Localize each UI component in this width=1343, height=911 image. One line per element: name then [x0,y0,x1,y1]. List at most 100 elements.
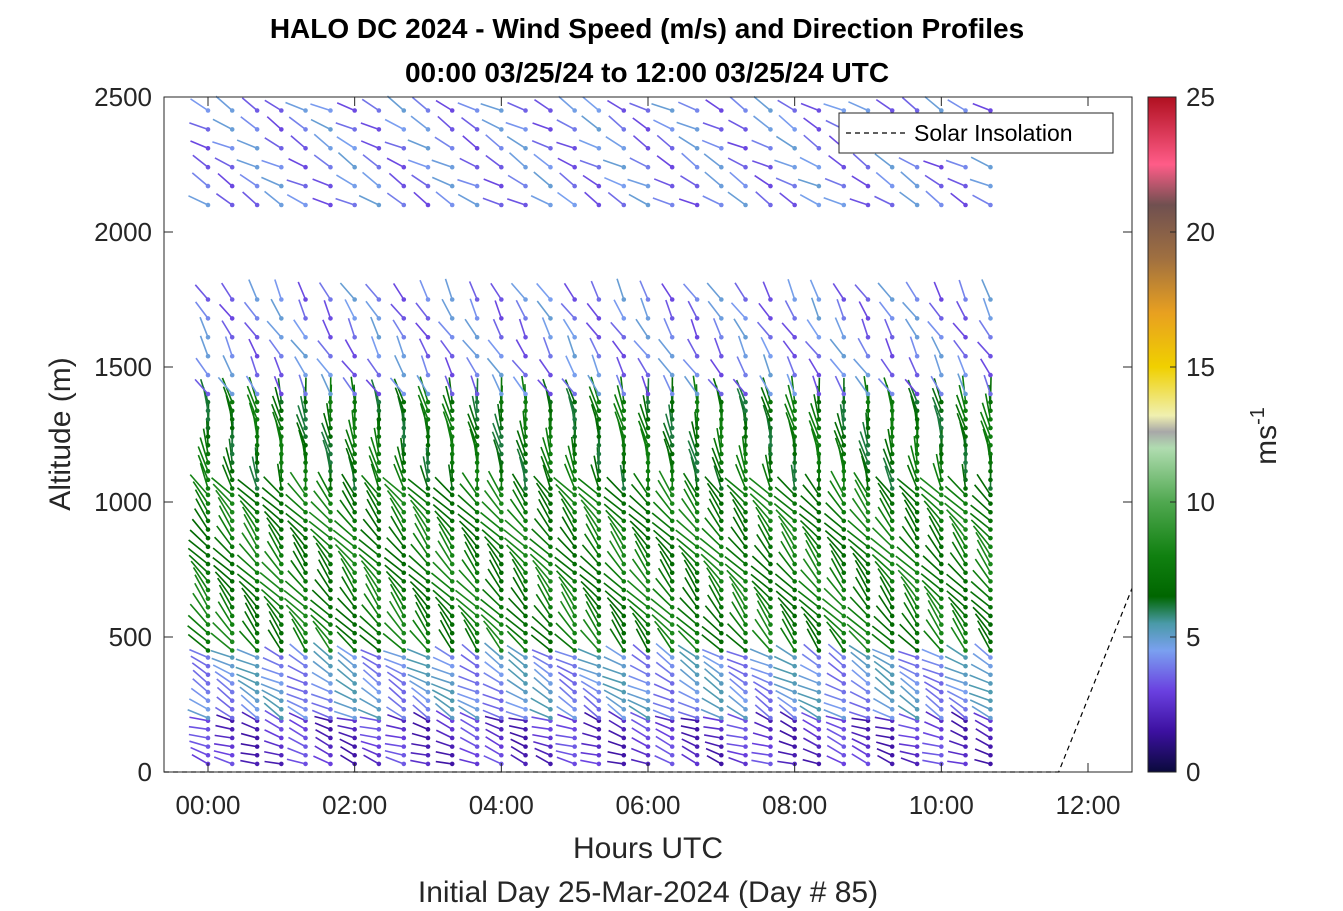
wind-barb-shaft [187,547,209,565]
wind-barb-shaft [876,747,893,756]
wind-barb-station-dot [548,698,553,704]
wind-barb-shaft [727,750,746,757]
wind-barb-shaft [387,576,405,600]
wind-barb-shaft [756,600,772,625]
wind-barb-shaft [774,573,796,591]
wind-barb-shaft [797,692,820,702]
wind-barb-station-dot [254,553,260,558]
wind-barb-station-dot [572,492,577,498]
wind-barb-station-dot [621,715,627,721]
wind-barb-shaft [603,496,625,513]
wind-barb-shaft [824,177,845,187]
wind-barb-station-dot [352,316,357,321]
wind-barb-shaft [581,115,600,131]
wind-barb-station-dot [694,570,700,576]
wind-barb-shaft [192,592,209,617]
wind-barb-station-dot [889,761,895,767]
wind-barb-station-dot [376,672,382,678]
wind-barb-station-dot [889,613,895,619]
wind-barb-station-dot [816,752,822,758]
wind-barb-station-dot [425,353,431,359]
wind-barb-shaft [658,470,673,496]
wind-barb-station-dot [328,425,333,431]
wind-barb-shaft [808,420,820,446]
wind-barb-shaft [605,645,625,659]
wind-barb-station-dot [401,202,407,208]
wind-barb-station-dot [279,399,284,405]
wind-barb-shaft [410,543,429,565]
wind-barb-shaft [681,753,698,765]
wind-barb-station-dot [474,613,480,619]
wind-barb-station-dot [548,727,553,732]
wind-barb-station-dot [988,399,993,405]
wind-barb-shaft [602,675,625,685]
wind-barb-shaft [264,190,282,206]
wind-barb-shaft [562,506,576,530]
wind-barb-shaft [442,394,453,420]
wind-barb-shaft [393,463,405,489]
wind-barb-station-dot [376,408,382,414]
wind-barb-station-dot [621,425,627,431]
wind-barb-shaft [774,582,796,600]
wind-barb-shaft [458,569,478,591]
wind-barb-shaft [313,755,331,765]
wind-barb-shaft [853,471,869,496]
wind-barb-station-dot [205,587,211,593]
wind-barb-station-dot [841,492,847,498]
wind-barbs-layer [187,95,993,767]
colorbar-label: ms-1 [1247,407,1283,465]
wind-barb-shaft [188,195,209,206]
wind-barb-shaft [457,193,478,206]
wind-barb-station-dot [988,164,993,170]
wind-barb-station-dot [816,639,822,645]
wind-barb-station-dot [254,648,260,653]
wind-barb-shaft [463,619,478,643]
wind-barb-shaft [365,574,380,600]
wind-barb-station-dot [548,544,553,550]
wind-barb-shaft [725,546,747,565]
wind-barb-shaft [241,722,258,731]
wind-barb-shaft [779,627,796,651]
wind-barb-station-dot [401,698,407,704]
wind-barb-station-dot [523,579,528,584]
wind-barb-station-dot [645,391,651,397]
wind-barb-station-dot [303,297,308,302]
wind-barb-station-dot [939,434,944,439]
wind-barb-shaft [483,178,502,187]
wind-barb-station-dot [548,655,553,660]
wind-barb-shaft [236,673,258,685]
wind-barb-shaft [637,357,649,376]
wind-barb-shaft [263,702,282,719]
wind-barb-station-dot [914,434,920,439]
wind-barb-station-dot [792,127,797,132]
wind-barb-station-dot [963,761,968,767]
wind-barb-station-dot [669,761,675,767]
wind-barb-station-dot [328,501,333,506]
wind-barb-station-dot [645,630,651,636]
wind-barb-shaft [459,483,478,505]
wind-barb-station-dot [572,372,577,378]
wind-barb-station-dot [352,544,357,550]
wind-barb-shaft [588,386,600,412]
wind-barb-shaft [537,490,552,513]
wind-barb-shaft [509,731,526,739]
wind-barb-station-dot [719,297,724,302]
wind-barb-shaft [508,717,526,722]
x-axis-label: Hours UTC [573,832,723,865]
wind-barb-station-dot [425,698,431,704]
wind-barb-shaft [652,501,673,522]
wind-barb-shaft [362,154,380,168]
wind-barb-station-dot [523,297,528,302]
wind-barb-station-dot [352,391,357,397]
wind-barb-shaft [248,338,258,357]
wind-barb-station-dot [376,622,382,627]
wind-barb-shaft [461,643,478,659]
wind-barb-shaft [333,700,355,711]
wind-barb-station-dot [816,613,822,619]
wind-barb-station-dot [841,477,847,483]
wind-barb-shaft [434,645,453,659]
wind-barb-shaft [611,611,625,634]
wind-barb-shaft [388,526,405,548]
wind-barb-shaft [908,356,918,376]
wind-barb-shaft [630,718,649,731]
